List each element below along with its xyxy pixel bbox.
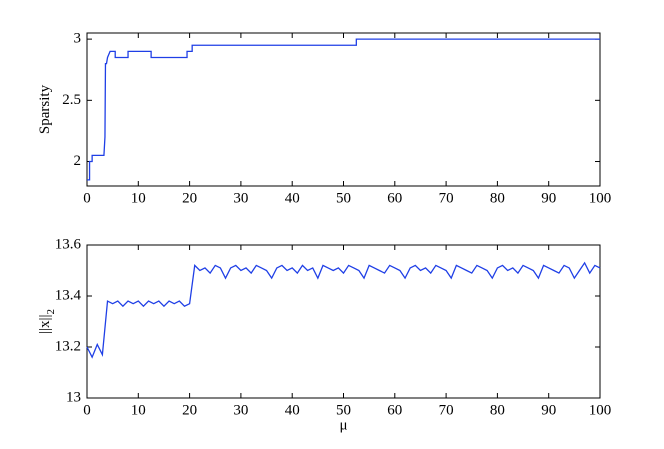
data-line	[86, 261, 601, 359]
x-tick-label: 0	[83, 402, 91, 418]
x-tick-label: 60	[387, 190, 402, 206]
plot-frame	[86, 244, 601, 399]
x-tick-label: 20	[182, 402, 197, 418]
x-tick-label: 80	[490, 402, 505, 418]
data-line	[87, 38, 600, 181]
y-axis-label-subscript: 2	[45, 309, 57, 315]
x-tick-label: 40	[285, 190, 300, 206]
x-tick-label: 100	[589, 190, 612, 206]
x-tick-label: 50	[336, 190, 351, 206]
x-tick-label: 100	[589, 402, 612, 418]
x-tick-label: 30	[233, 190, 248, 206]
x-tick-label: 20	[182, 190, 197, 206]
x-tick-label: 10	[131, 190, 146, 206]
y-axis-label: ||x||2	[37, 309, 56, 334]
x-tick-label: 70	[439, 190, 454, 206]
x-tick-label: 30	[233, 402, 248, 418]
x-tick-label: 60	[387, 402, 402, 418]
y-axis-label: Sparsity	[37, 84, 53, 134]
y-axis-label-text: Sparsity	[37, 84, 53, 134]
y-axis-label-text: ||x||	[37, 314, 53, 334]
x-tick-label: 40	[285, 402, 300, 418]
y-tick-label: 2	[74, 153, 82, 169]
y-tick-label: 3	[74, 31, 82, 47]
y-tick-label: 2.5	[62, 92, 81, 108]
plot-frame	[86, 32, 601, 187]
x-tick-label: 90	[541, 402, 556, 418]
x-axis-label: μ	[339, 417, 347, 433]
x-tick-label: 80	[490, 190, 505, 206]
y-tick-label: 13.4	[55, 287, 82, 303]
y-tick-label: 13.2	[55, 338, 81, 354]
x-tick-label: 10	[131, 402, 146, 418]
y-tick-label: 13.6	[55, 236, 82, 252]
y-tick-label: 13	[66, 389, 81, 405]
x-tick-label: 90	[541, 190, 556, 206]
x-tick-label: 70	[439, 402, 454, 418]
x-tick-label: 50	[336, 402, 351, 418]
x-tick-label: 0	[83, 190, 91, 206]
